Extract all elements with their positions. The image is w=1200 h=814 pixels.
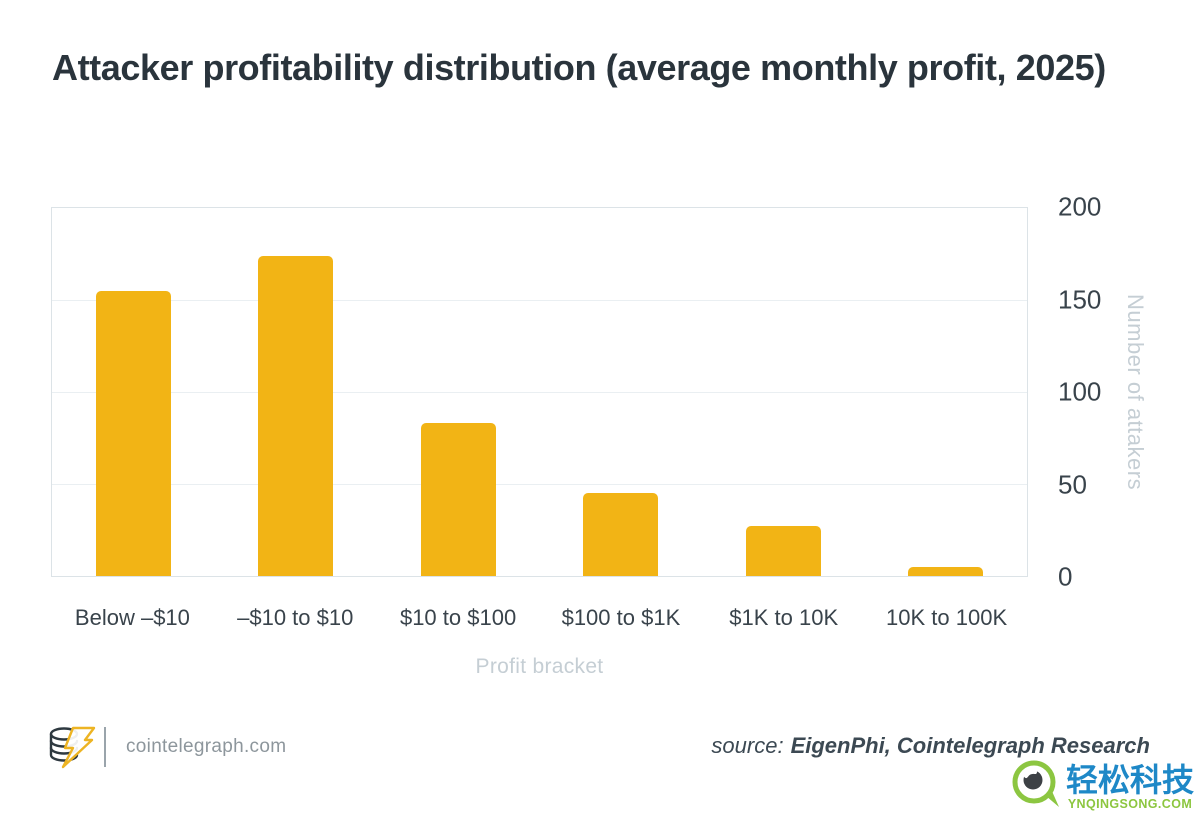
x-tick-label: –$10 to $10 xyxy=(237,605,354,630)
y-axis-title: Number of attakers xyxy=(1123,293,1148,491)
x-tick-label: 10K to 100K xyxy=(886,605,1008,630)
x-tick-label: $1K to 10K xyxy=(729,605,839,630)
watermark: 轻松科技 YNQINGSONG.COM xyxy=(1010,758,1194,814)
x-axis-title: Profit bracket xyxy=(475,655,604,678)
bar-4 xyxy=(745,526,821,576)
bar-0 xyxy=(95,290,171,576)
y-tick-label: 0 xyxy=(1058,561,1073,592)
brand-domain: cointelegraph.com xyxy=(126,736,287,757)
footer-divider xyxy=(104,727,106,767)
bar-2 xyxy=(420,423,496,576)
bar-1 xyxy=(258,255,334,576)
bar-slot xyxy=(865,208,1027,576)
watermark-eye-icon xyxy=(1010,758,1062,814)
page-title: Attacker profitability distribution (ave… xyxy=(52,47,1106,88)
cointelegraph-logo-icon xyxy=(45,721,97,778)
watermark-name: 轻松科技 xyxy=(1065,761,1194,798)
x-tick-label: Below –$10 xyxy=(74,605,190,630)
watermark-site: YNQINGSONG.COM xyxy=(1067,796,1193,811)
bar-slot xyxy=(52,208,214,576)
bar-5 xyxy=(908,566,984,576)
x-axis-labels: Below –$10 –$10 to $10 $10 to $100 $100 to … xyxy=(51,603,1028,633)
watermark-text: 轻松科技 YNQINGSONG.COM xyxy=(1066,763,1194,811)
bar-slot xyxy=(377,208,539,576)
y-tick-label: 150 xyxy=(1058,284,1102,314)
plot-area xyxy=(51,207,1028,577)
source-credit: source: EigenPhi, Cointelegraph Research xyxy=(711,733,1150,759)
bar-slot xyxy=(540,208,702,576)
gridline xyxy=(52,300,1027,301)
gridline xyxy=(52,484,1027,485)
source-label: source: xyxy=(711,733,784,758)
bar-3 xyxy=(583,493,659,576)
bar-slot xyxy=(702,208,864,576)
bar-slot xyxy=(214,208,376,576)
x-tick-label: $100 to $1K xyxy=(561,605,681,630)
y-axis: 0 50 100 150 200 xyxy=(1058,192,1128,592)
y-tick-label: 200 xyxy=(1058,191,1102,222)
x-tick-label: $10 to $100 xyxy=(399,605,517,630)
gridline xyxy=(52,392,1027,393)
y-tick-label: 50 xyxy=(1058,469,1087,499)
source-value: EigenPhi, Cointelegraph Research xyxy=(790,733,1150,758)
y-tick-label: 100 xyxy=(1058,376,1102,407)
